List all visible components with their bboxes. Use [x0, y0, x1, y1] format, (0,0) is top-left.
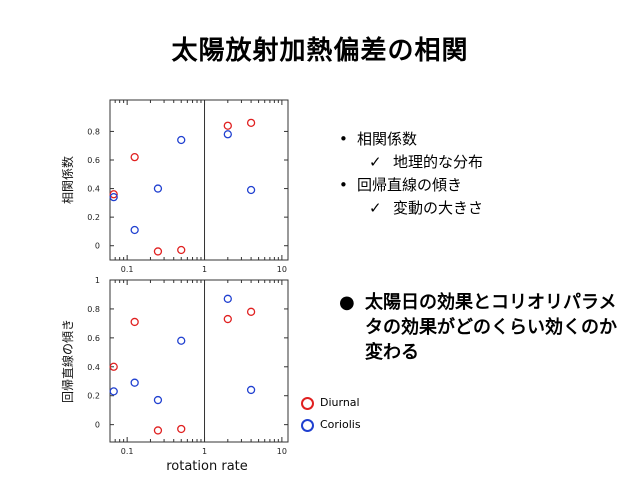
x-tick-label: 10 — [277, 265, 287, 274]
x-axis-title: rotation rate — [166, 459, 248, 474]
data-point-coriolis — [153, 184, 163, 193]
y-tick-label: 0.6 — [87, 156, 100, 165]
data-point-diurnal — [223, 121, 232, 130]
data-point-diurnal — [153, 426, 163, 435]
sub-bullet-label: 地理的な分布 — [393, 153, 484, 171]
big-bullet-text: 太陽日の効果とコリオリパラメタの効果がどのくらい効くのか変わる — [365, 292, 617, 363]
data-point-diurnal — [223, 314, 232, 324]
bullet-label: 相関係数 — [357, 130, 418, 148]
data-point-diurnal — [177, 424, 186, 434]
data-point-coriolis — [223, 294, 232, 303]
data-point-diurnal — [109, 362, 118, 371]
x-tick-label: 0.1 — [121, 265, 134, 274]
data-point-coriolis — [130, 378, 139, 387]
bullet-item: 相関係数 — [335, 128, 483, 151]
legend-item-coriolis: Coriolis — [298, 414, 361, 436]
y-tick-label: 0.6 — [87, 334, 100, 343]
x-tick-label: 1 — [202, 265, 207, 274]
y-tick-label: 0.8 — [87, 127, 100, 136]
y-tick-label: 0.2 — [87, 392, 100, 401]
bullet-dot-icon: ● — [339, 292, 355, 313]
check-icon: ✓ — [369, 153, 382, 171]
y-tick-label: 0.4 — [87, 363, 100, 372]
legend-marker-diurnal — [301, 397, 314, 410]
legend: Diurnal Coriolis — [298, 392, 361, 436]
data-point-diurnal — [153, 247, 163, 256]
plot-frame — [109, 279, 289, 443]
chart-1: 0 0.2 0.4 0.6 0.8 0.1 1 10 相関係数 — [60, 99, 289, 274]
y-tick-label: 1 — [95, 276, 100, 285]
legend-item-diurnal: Diurnal — [298, 392, 361, 414]
data-point-coriolis — [246, 385, 256, 395]
y-tick-label: 0.4 — [87, 185, 100, 194]
plot-frame — [109, 99, 289, 261]
x-tick-label: 10 — [277, 447, 287, 456]
chart-2: 0 0.2 0.4 0.6 0.8 1 0.1 1 10 回帰直線の傾き rotation rate — [60, 276, 289, 474]
y-tick-label: 0 — [95, 242, 100, 251]
data-point-coriolis — [109, 192, 118, 202]
big-bullet: ● 太陽日の効果とコリオリパラメタの効果がどのくらい効くのか変わる — [335, 290, 630, 365]
data-point-diurnal — [130, 152, 139, 162]
slide-title: 太陽放射加熱偏差の相関 — [171, 36, 469, 66]
x-tick-label: 1 — [202, 447, 207, 456]
y-tick-label: 0.8 — [87, 305, 100, 314]
data-point-coriolis — [177, 135, 186, 145]
check-icon: ✓ — [369, 199, 382, 217]
sub-bullet-label: 変動の大きさ — [393, 199, 484, 217]
y-axis-title: 回帰直線の傾き — [60, 319, 75, 403]
legend-label: Coriolis — [320, 418, 361, 431]
data-point-coriolis — [246, 185, 256, 195]
bullet-item: 回帰直線の傾き — [335, 174, 483, 197]
sub-bullet-item: ✓ 地理的な分布 — [335, 151, 483, 174]
data-point-diurnal — [246, 118, 256, 128]
data-point-diurnal — [109, 190, 118, 199]
data-point-diurnal — [246, 307, 256, 316]
legend-label: Diurnal — [320, 396, 360, 409]
data-point-coriolis — [223, 130, 232, 139]
y-tick-label: 0.2 — [87, 213, 100, 222]
data-point-coriolis — [153, 395, 163, 405]
y-tick-label: 0 — [95, 421, 100, 430]
bullet-list: 相関係数 ✓ 地理的な分布 回帰直線の傾き ✓ 変動の大きさ — [335, 128, 483, 220]
bullet-label: 回帰直線の傾き — [357, 176, 463, 194]
sub-bullet-item: ✓ 変動の大きさ — [335, 197, 483, 220]
data-point-diurnal — [177, 245, 186, 255]
x-tick-label: 0.1 — [121, 447, 134, 456]
legend-marker-coriolis — [301, 419, 314, 432]
data-point-coriolis — [130, 225, 139, 235]
data-point-coriolis — [177, 336, 186, 345]
data-point-coriolis — [109, 387, 118, 396]
data-point-diurnal — [130, 317, 139, 327]
y-axis-title: 相関係数 — [60, 156, 75, 204]
